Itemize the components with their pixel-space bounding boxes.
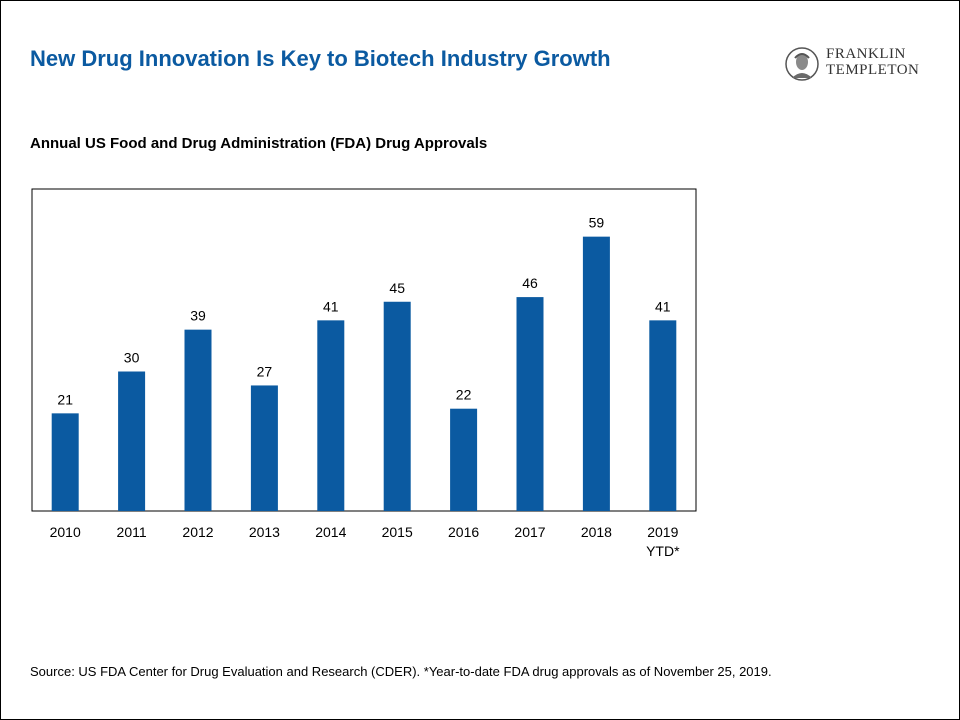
data-label-9: 41	[655, 298, 671, 314]
bar-1	[118, 371, 146, 511]
data-label-3: 27	[257, 363, 273, 379]
bar-chart: 21 2010 30 2011 39 2012 27 2013 41 2014 45 2015 22 20…	[31, 188, 697, 559]
plot-area-border	[31, 188, 697, 512]
bar-3	[250, 385, 278, 511]
logo-line-1: FRANKLIN	[826, 46, 906, 62]
x-tick-label-9-line-1: YTD*	[646, 543, 680, 559]
x-tick-label-8: 2018	[581, 524, 612, 540]
bar-4	[317, 320, 345, 511]
bar-7	[516, 297, 544, 511]
bar-9	[649, 320, 677, 511]
logo-text: FRANKLIN TEMPLETON	[826, 46, 919, 78]
x-tick-label-4: 2014	[315, 524, 346, 540]
x-tick-label-5: 2015	[382, 524, 413, 540]
bar-0	[51, 413, 79, 511]
data-label-7: 46	[522, 275, 538, 291]
data-label-2: 39	[190, 308, 206, 324]
logo-line-2: TEMPLETON	[826, 62, 920, 78]
data-label-0: 21	[57, 391, 73, 407]
portrait-icon	[785, 47, 819, 81]
bar-8	[582, 236, 610, 511]
bars-group: 21 2010 30 2011 39 2012 27 2013 41 2014 45 2015 22 20…	[50, 215, 680, 559]
x-tick-label-2: 2012	[182, 524, 213, 540]
franklin-templeton-logo: FRANKLIN TEMPLETON	[784, 46, 934, 82]
x-tick-label-9: 2019	[647, 524, 678, 540]
x-tick-label-7: 2017	[514, 524, 545, 540]
x-tick-label-3: 2013	[249, 524, 280, 540]
bar-6	[450, 408, 478, 511]
x-tick-label-6: 2016	[448, 524, 479, 540]
data-label-5: 45	[389, 280, 405, 296]
source-footnote: Source: US FDA Center for Drug Evaluatio…	[30, 664, 772, 679]
chart-title: Annual US Food and Drug Administration (…	[30, 135, 488, 152]
bar-5	[383, 301, 411, 511]
page-title: New Drug Innovation Is Key to Biotech In…	[30, 46, 611, 71]
data-label-6: 22	[456, 387, 472, 403]
x-tick-label-0: 2010	[50, 524, 81, 540]
data-label-8: 59	[589, 215, 605, 231]
data-label-1: 30	[124, 350, 140, 366]
x-tick-label-1: 2011	[117, 524, 147, 540]
bar-2	[184, 329, 212, 511]
data-label-4: 41	[323, 298, 339, 314]
